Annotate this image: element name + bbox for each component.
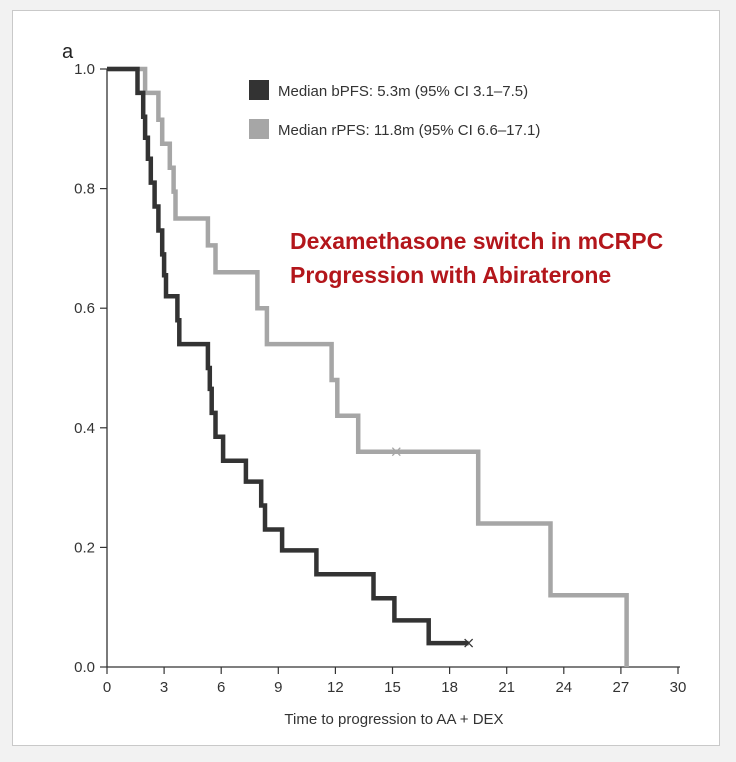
legend-swatch-bpfs: [249, 80, 269, 100]
panel-label: a: [62, 41, 74, 63]
y-tick-label: 0.2: [74, 539, 95, 556]
x-tick-label: 12: [327, 679, 344, 696]
annotation-line-1: Dexamethasone switch in mCRPC: [290, 228, 663, 254]
y-tick-label: 0.8: [74, 181, 95, 198]
censor-mark-bpfs: [464, 638, 474, 648]
x-tick-label: 30: [670, 679, 687, 696]
x-tick-label: 0: [103, 679, 111, 696]
censor-mark-rpfs: [391, 447, 401, 457]
legend: Median bPFS: 5.3m (95% CI 3.1–7.5) Media…: [249, 80, 540, 139]
x-tick-label: 9: [274, 679, 282, 696]
annotation-line-2: Progression with Abiraterone: [290, 262, 611, 288]
y-tick-label: 0.6: [74, 300, 95, 317]
survival-curve-rpfs: [107, 66, 629, 667]
x-axis-title: Time to progression to AA + DEX: [284, 711, 503, 728]
x-tick-label: 24: [555, 679, 572, 696]
x-tick-label: 21: [498, 679, 515, 696]
y-tick-label: 0.0: [74, 659, 95, 676]
x-ticks: 0 3 6 9 12 15 18 21 24 27 30: [103, 667, 687, 696]
legend-swatch-rpfs: [249, 119, 269, 139]
x-tick-label: 6: [217, 679, 225, 696]
y-tick-label: 1.0: [74, 61, 95, 78]
y-tick-label: 0.4: [74, 420, 95, 437]
x-tick-label: 27: [613, 679, 630, 696]
series-layer: [107, 66, 629, 667]
figure-frame: [12, 10, 720, 746]
legend-label-bpfs: Median bPFS: 5.3m (95% CI 3.1–7.5): [278, 83, 528, 100]
x-tick-label: 18: [441, 679, 458, 696]
annotation: Dexamethasone switch in mCRPC Progressio…: [290, 228, 663, 288]
y-ticks: 0.0 0.2 0.4 0.6 0.8 1.0: [74, 61, 107, 676]
axes: [106, 69, 680, 668]
x-tick-label: 15: [384, 679, 401, 696]
survival-curve-bpfs: [107, 66, 469, 646]
x-tick-label: 3: [160, 679, 168, 696]
legend-label-rpfs: Median rPFS: 11.8m (95% CI 6.6–17.1): [278, 122, 540, 139]
